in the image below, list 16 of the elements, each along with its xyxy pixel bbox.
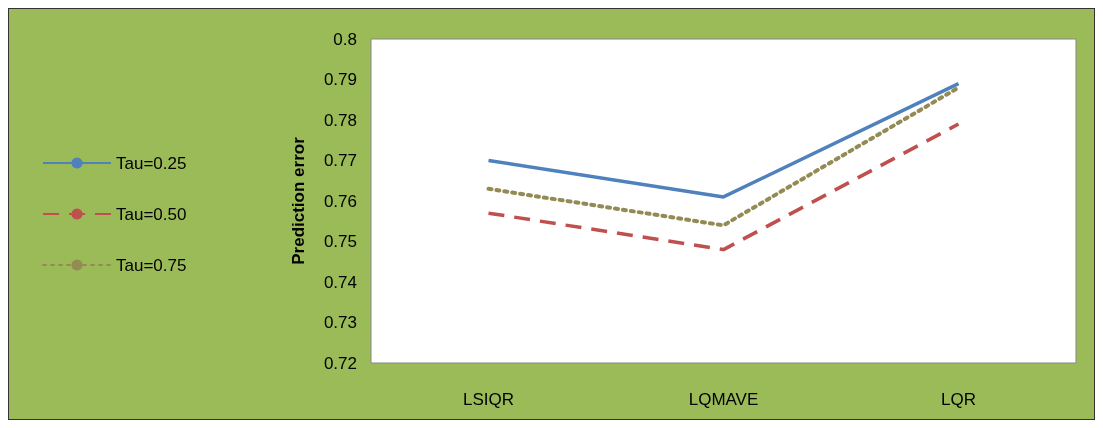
x-tick-label: LSIQR	[462, 390, 515, 409]
y-tick-label: 0.78	[323, 110, 357, 130]
y-tick-label: 0.77	[323, 151, 357, 170]
y-tick-label: 0.75	[323, 232, 357, 251]
legend-label: Tau=0.75	[116, 255, 187, 275]
y-tick-label: 0.74	[323, 272, 357, 292]
y-tick-label: 0.8	[333, 29, 357, 49]
x-tick-label: LQMAVE	[688, 390, 759, 409]
y-tick-label: 0.76	[323, 191, 357, 211]
y-axis-title: Prediction error	[289, 136, 308, 265]
legend-label: Tau=0.50	[116, 204, 187, 224]
legend-label: Tau=0.25	[116, 153, 187, 173]
y-tick-label: 0.73	[323, 313, 357, 332]
y-tick-label: 0.79	[323, 70, 357, 89]
x-tick-label: LQR	[941, 390, 976, 409]
y-tick-label: 0.72	[323, 353, 357, 373]
